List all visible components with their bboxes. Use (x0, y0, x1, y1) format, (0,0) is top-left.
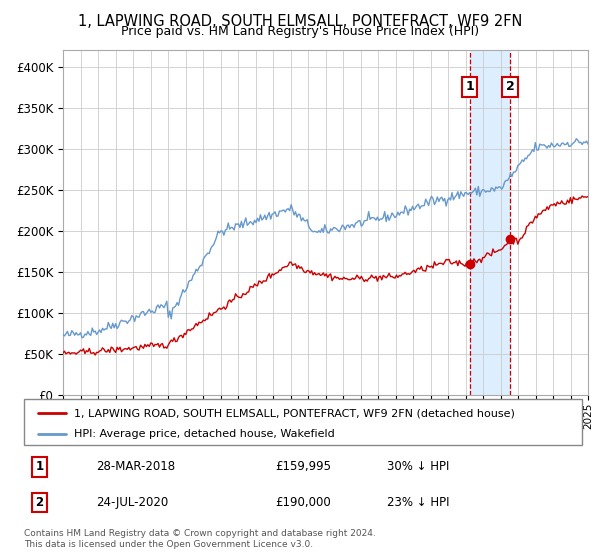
Text: 1: 1 (465, 80, 474, 93)
Text: £190,000: £190,000 (275, 496, 331, 509)
Text: 1, LAPWING ROAD, SOUTH ELMSALL, PONTEFRACT, WF9 2FN (detached house): 1, LAPWING ROAD, SOUTH ELMSALL, PONTEFRA… (74, 408, 515, 418)
Text: 1, LAPWING ROAD, SOUTH ELMSALL, PONTEFRACT, WF9 2FN: 1, LAPWING ROAD, SOUTH ELMSALL, PONTEFRA… (78, 14, 522, 29)
Text: HPI: Average price, detached house, Wakefield: HPI: Average price, detached house, Wake… (74, 429, 335, 438)
Text: Contains HM Land Registry data © Crown copyright and database right 2024.
This d: Contains HM Land Registry data © Crown c… (24, 529, 376, 549)
Text: 23% ↓ HPI: 23% ↓ HPI (387, 496, 449, 509)
Text: 24-JUL-2020: 24-JUL-2020 (97, 496, 169, 509)
Text: 2: 2 (506, 80, 515, 93)
Bar (470, 50, 511, 395)
Text: 1: 1 (35, 460, 44, 473)
Text: 30% ↓ HPI: 30% ↓ HPI (387, 460, 449, 473)
Text: 28-MAR-2018: 28-MAR-2018 (97, 460, 176, 473)
Text: £159,995: £159,995 (275, 460, 331, 473)
Text: 2: 2 (35, 496, 44, 509)
Text: Price paid vs. HM Land Registry's House Price Index (HPI): Price paid vs. HM Land Registry's House … (121, 25, 479, 38)
